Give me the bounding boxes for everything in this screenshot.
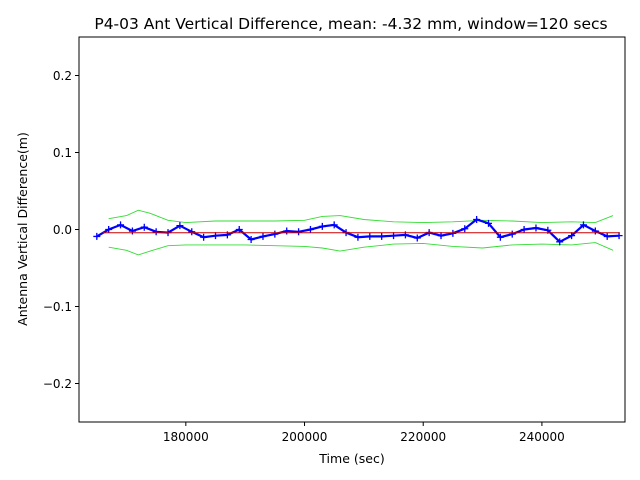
data-point-marker	[117, 221, 125, 229]
data-point-marker	[176, 222, 184, 230]
data-point-marker	[283, 227, 291, 235]
y-tick-label: 0.0	[53, 223, 72, 237]
data-point-marker	[579, 221, 587, 229]
x-axis: 180000 200000 220000 240000	[163, 422, 565, 444]
data-point-marker	[212, 232, 219, 240]
x-tick-label: 180000	[163, 430, 209, 444]
data-point-marker	[247, 236, 255, 244]
x-tick-label: 200000	[282, 430, 328, 444]
data-point-marker	[603, 232, 611, 240]
y-axis-label: Antenna Vertical Difference(m)	[15, 132, 30, 326]
y-tick-label: −0.1	[43, 300, 72, 314]
data-point-marker	[306, 226, 314, 233]
y-tick-label: −0.2	[43, 377, 72, 391]
data-point-marker	[449, 229, 457, 237]
data-point-marker	[354, 233, 362, 241]
data-point-marker	[496, 233, 504, 241]
data-point-marker	[93, 232, 101, 240]
data-point-marker	[556, 238, 564, 246]
data-point-marker	[259, 232, 267, 240]
x-axis-label: Time (sec)	[318, 451, 384, 466]
series-upper-bound-line	[108, 209, 614, 224]
data-point-marker	[318, 222, 326, 230]
data-point-marker	[140, 223, 148, 231]
x-tick-label: 240000	[519, 430, 565, 444]
data-point-marker	[188, 228, 196, 236]
data-point-marker	[508, 230, 516, 238]
data-point-marker	[437, 232, 445, 240]
data-point-marker	[615, 232, 623, 240]
data-point-marker	[105, 226, 113, 233]
data-point-marker	[485, 219, 492, 227]
data-point-marker	[461, 225, 469, 233]
data-point-marker	[473, 215, 481, 223]
plot-area	[93, 209, 623, 256]
data-point-marker	[200, 233, 208, 241]
data-point-marker	[568, 232, 576, 240]
data-point-marker	[532, 224, 540, 232]
data-point-marker	[330, 221, 338, 229]
y-tick-label: 0.2	[53, 69, 72, 83]
y-tick-label: 0.1	[53, 146, 72, 160]
data-point-marker	[295, 228, 303, 236]
series-lower-bound-line	[108, 242, 614, 256]
data-point-marker	[271, 230, 279, 238]
y-axis: −0.2 −0.1 0.0 0.1 0.2	[43, 69, 79, 391]
data-point-marker	[366, 232, 374, 240]
data-point-marker	[413, 234, 421, 242]
data-point-marker	[235, 226, 243, 233]
data-point-marker	[152, 228, 160, 236]
data-point-marker	[128, 227, 136, 235]
x-tick-label: 220000	[400, 430, 446, 444]
chart-title: P4-03 Ant Vertical Difference, mean: -4.…	[94, 15, 607, 33]
data-point-marker	[591, 227, 599, 235]
data-point-marker	[390, 232, 398, 240]
data-point-marker	[378, 232, 386, 240]
data-point-marker	[520, 226, 528, 233]
